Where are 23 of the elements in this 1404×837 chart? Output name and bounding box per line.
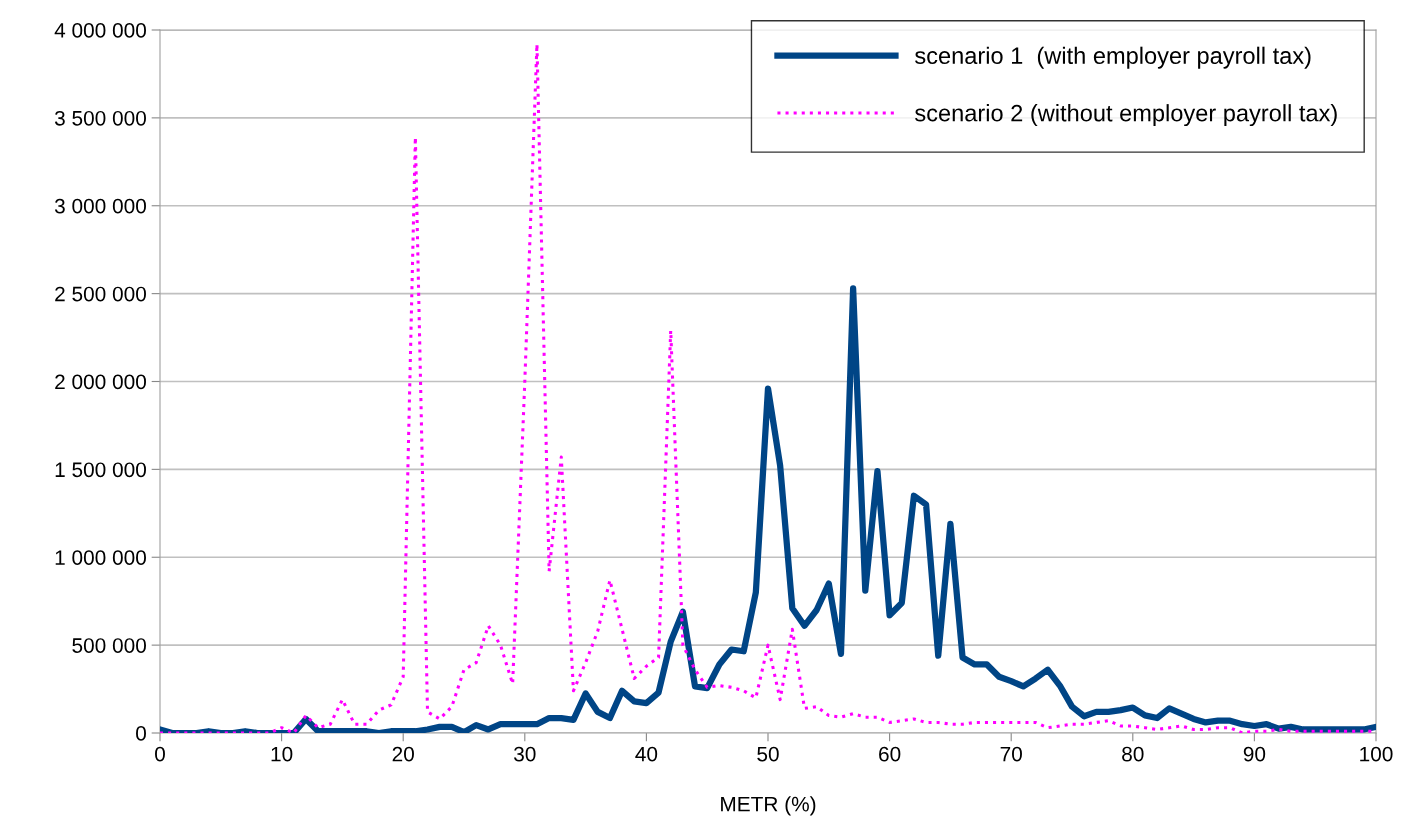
x-tick-label: 70 [1000, 746, 1022, 762]
y-tick-label: 3 000 000 [54, 198, 146, 214]
x-tick-label: 90 [1243, 746, 1266, 762]
y-tick-label: 500 000 [72, 638, 146, 653]
y-tick-label: 1 000 000 [55, 550, 146, 565]
x-tick-label: 50 [757, 746, 779, 762]
y-tick-label: 2 500 000 [55, 286, 146, 302]
x-tick-label: 60 [879, 746, 901, 762]
legend-label: scenario 1 (with employer payroll tax) [915, 46, 1311, 69]
x-tick-label: 100 [1360, 746, 1393, 762]
y-tick-label: 1 500 000 [55, 462, 146, 478]
x-tick-label: 20 [392, 746, 414, 762]
y-tick-label: 0 [136, 726, 146, 741]
legend-label: scenario 2 (without employer payroll tax) [915, 104, 1337, 127]
y-tick-label: 2 000 000 [55, 374, 146, 390]
x-axis-title: METR (%) [721, 796, 816, 816]
x-tick-label: 10 [271, 746, 293, 762]
y-tick-label: 3 500 000 [54, 110, 146, 126]
x-tick-label: 30 [514, 746, 536, 762]
x-tick-label: 0 [155, 746, 165, 762]
y-tick-label: 4 000 000 [54, 23, 146, 38]
x-tick-label: 80 [1122, 746, 1144, 762]
x-tick-label: 40 [635, 746, 658, 762]
